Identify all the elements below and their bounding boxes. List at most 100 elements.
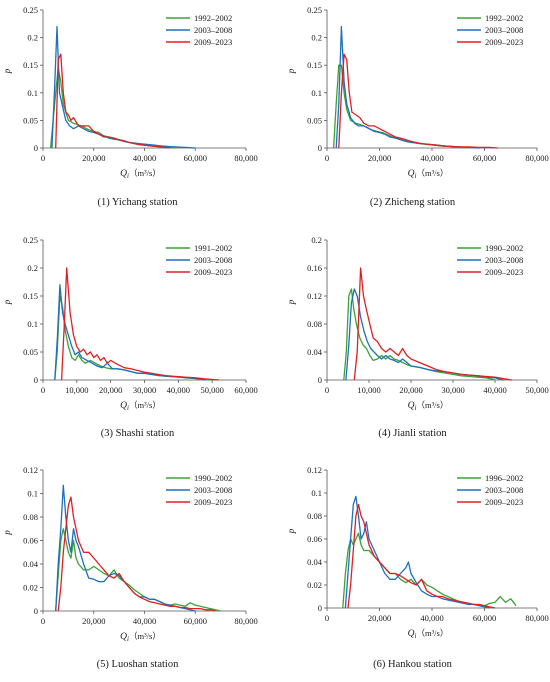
x-tick-label: 20,000 [368, 153, 391, 163]
legend-label: 2003–2008 [194, 255, 232, 265]
x-tick-label: 0 [325, 613, 329, 623]
x-tick-label: 40,000 [420, 613, 443, 623]
series-line-2 [344, 495, 490, 609]
y-tick-label: 0.05 [23, 115, 38, 125]
y-tick-label: 0.15 [23, 60, 38, 70]
y-tick-label: 0.25 [23, 5, 38, 15]
x-tick-label: 20,000 [368, 613, 391, 623]
x-tick-label: 80,000 [525, 613, 548, 623]
y-tick-label: 0.2 [311, 33, 322, 43]
series-line-1 [343, 288, 496, 381]
y-axis-label: p [286, 299, 296, 305]
y-tick-label: 0.08 [307, 319, 322, 329]
x-tick-label: 60,000 [234, 385, 257, 395]
y-tick-label: 0.05 [307, 115, 322, 125]
series-line-3 [60, 267, 219, 381]
legend-label: 1992–2002 [485, 13, 523, 23]
x-axis-label: Qi（m³/s） [120, 400, 161, 412]
y-tick-label: 0 [318, 603, 322, 613]
caption-5: (5) Luoshan station [96, 659, 179, 670]
chart-3: 0 0.05 0.1 0.15 0.2 0.25 0 10,000 20,000 30,000 40… [2, 235, 258, 412]
y-tick-label: 0 [34, 606, 38, 616]
y-tick-label: 0.2 [311, 235, 322, 245]
y-tick-label: 0.2 [27, 263, 38, 273]
y-tick-label: 0.04 [307, 347, 323, 357]
y-tick-label: 0.1 [27, 489, 38, 499]
caption-1: (1) Yichang station [97, 197, 178, 208]
x-tick-label: 50,000 [200, 385, 223, 395]
y-tick-label: 0.06 [23, 536, 38, 546]
y-tick-label: 0.12 [307, 291, 322, 301]
y-tick-label: 0.12 [23, 465, 38, 475]
x-tick-label: 0 [325, 385, 329, 395]
x-tick-label: 30,000 [441, 385, 464, 395]
legend-label: 2009–2023 [194, 497, 232, 507]
series-line-1 [54, 295, 213, 381]
legend-label: 2003–2008 [485, 255, 523, 265]
series-line-2 [345, 288, 504, 381]
legend-label: 2003–2008 [194, 25, 232, 35]
x-tick-label: 80,000 [234, 616, 257, 626]
legend-label: 1990–2002 [485, 243, 523, 253]
x-tick-label: 0 [41, 385, 45, 395]
x-tick-label: 20,000 [399, 385, 422, 395]
caption-2: (2) Zhicheng station [369, 197, 456, 208]
x-axis-label: Qi（m³/s） [408, 400, 449, 412]
x-tick-label: 20,000 [99, 385, 122, 395]
series-line-2 [54, 284, 206, 381]
y-axis-label: p [2, 299, 12, 305]
y-tick-label: 0.1 [311, 488, 322, 498]
y-tick-label: 0.15 [307, 60, 322, 70]
x-tick-label: 30,000 [133, 385, 156, 395]
legend-label: 1991–2002 [194, 243, 232, 253]
y-axis-label: p [286, 528, 296, 534]
series-line-3 [353, 267, 512, 381]
series-line-1 [49, 67, 176, 149]
y-tick-label: 0.1 [27, 319, 38, 329]
series-line-2 [335, 25, 480, 149]
x-tick-label: 40,000 [483, 385, 506, 395]
chart-2: 0 0.05 0.1 0.15 0.2 0.25 0 20,000 40,000 60,000 80… [286, 5, 549, 180]
y-tick-label: 0.04 [307, 557, 323, 567]
y-tick-label: 0.2 [27, 33, 38, 43]
x-tick-label: 60,000 [473, 153, 496, 163]
series-line-3 [55, 53, 170, 149]
y-tick-label: 0.02 [307, 580, 322, 590]
series-line-2 [55, 484, 196, 612]
chart-6: 0 0.02 0.04 0.06 0.08 0.1 0.12 0 20,000 40,000 60,… [286, 465, 549, 640]
y-tick-label: 0.1 [311, 88, 322, 98]
chart-4: 0 0.04 0.08 0.12 0.16 0.2 0 10,000 20,000 30,000 4… [286, 235, 549, 412]
y-tick-label: 0.08 [23, 512, 38, 522]
x-axis-label: Qi（m³/s） [408, 628, 449, 640]
x-tick-label: 40,000 [420, 153, 443, 163]
x-tick-label: 60,000 [473, 613, 496, 623]
series-line-3 [57, 496, 216, 612]
x-tick-label: 40,000 [167, 385, 190, 395]
x-tick-label: 20,000 [82, 616, 105, 626]
y-tick-label: 0.05 [23, 347, 38, 357]
series-line-3 [347, 503, 496, 609]
legend-label: 1990–2002 [194, 473, 232, 483]
caption-6: (6) Hankou station [373, 659, 452, 670]
y-tick-label: 0 [318, 143, 322, 153]
legend-label: 2003–2008 [194, 485, 232, 495]
y-tick-label: 0.06 [307, 534, 322, 544]
y-tick-label: 0.08 [307, 511, 322, 521]
x-tick-label: 60,000 [184, 153, 207, 163]
x-tick-label: 40,000 [133, 153, 156, 163]
y-axis-label: p [2, 530, 12, 536]
legend-label: 2009–2023 [194, 267, 232, 277]
y-tick-label: 0 [34, 375, 38, 385]
series-line-1 [55, 528, 221, 612]
x-tick-label: 10,000 [357, 385, 380, 395]
legend-label: 2009–2023 [485, 267, 523, 277]
legend-label: 2009–2023 [485, 37, 523, 47]
x-axis-label: Qi（m³/s） [120, 631, 161, 643]
legend-label: 2003–2008 [485, 25, 523, 35]
caption-3: (3) Shashi station [100, 428, 175, 439]
y-tick-label: 0.25 [23, 235, 38, 245]
caption-4: (4) Jianli station [378, 428, 447, 439]
y-axis-label: p [2, 68, 12, 74]
